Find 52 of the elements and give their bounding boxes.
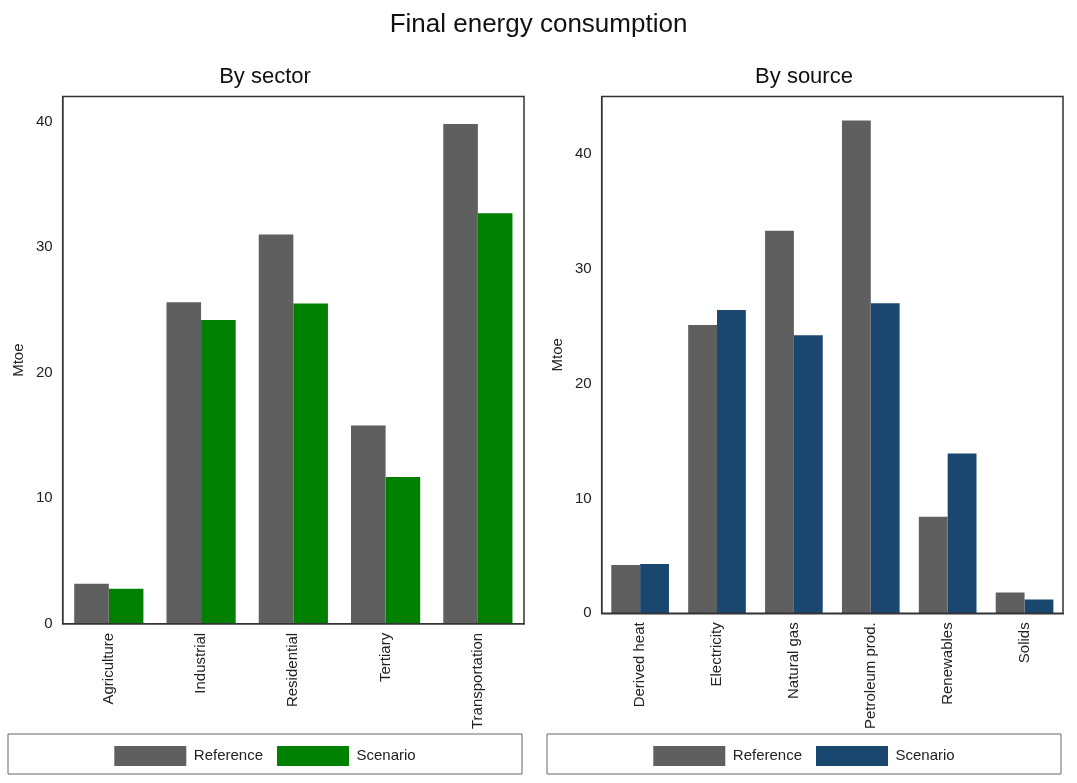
x-tick-label: Agriculture — [98, 632, 116, 705]
y-tick-label: 40 — [36, 111, 53, 129]
bar — [385, 476, 421, 624]
legend-label: Scenario — [356, 746, 416, 764]
x-tick-label: Residential — [283, 632, 301, 708]
x-tick-label: Petroleum prod. — [860, 622, 878, 730]
bar — [201, 319, 236, 624]
bar — [443, 124, 478, 624]
y-tick-label: 0 — [582, 603, 592, 621]
y-tick-label: 20 — [574, 373, 592, 391]
x-tick-label: Electricity — [706, 621, 724, 687]
y-axis-title: Mtoe — [9, 343, 27, 377]
bar — [764, 230, 794, 614]
bar — [947, 453, 976, 614]
x-tick-label: Industrial — [191, 632, 209, 694]
bar — [351, 425, 386, 624]
y-tick-label: 20 — [36, 362, 53, 380]
legend-label: Reference — [732, 746, 802, 764]
bar — [995, 592, 1025, 614]
bar — [793, 335, 823, 614]
x-tick-label: Renewables — [937, 622, 955, 705]
y-tick-label: 0 — [44, 613, 53, 631]
x-tick-label: Derived heat — [629, 621, 647, 708]
y-tick-label: 30 — [36, 237, 53, 255]
bar — [639, 563, 669, 614]
bar — [293, 303, 328, 624]
y-tick-label: 40 — [574, 143, 592, 161]
x-tick-label: Natural gas — [783, 622, 801, 699]
bar — [687, 324, 717, 614]
bar — [610, 565, 640, 614]
legend-label: Scenario — [895, 746, 955, 764]
chart-title: By source — [754, 63, 853, 89]
x-tick-label: Transportation — [468, 632, 486, 730]
bar — [918, 516, 948, 614]
y-axis-title: Mtoe — [547, 338, 565, 372]
legend-label: Reference — [193, 746, 264, 764]
bar — [716, 310, 746, 614]
bar — [477, 213, 513, 624]
bar — [1024, 599, 1053, 614]
y-tick-label: 30 — [574, 258, 592, 276]
bar — [166, 302, 202, 624]
chart-title: By sector — [219, 63, 311, 89]
y-tick-label: 10 — [574, 488, 592, 506]
y-tick-label: 10 — [36, 488, 53, 506]
bar — [870, 303, 900, 614]
x-tick-label: Tertiary — [375, 632, 393, 683]
bar — [108, 588, 144, 624]
bar — [841, 120, 871, 614]
bar — [258, 234, 294, 624]
text: Final energy consumption — [388, 8, 689, 39]
bar — [74, 583, 109, 624]
x-tick-label: Solids — [1014, 622, 1032, 664]
